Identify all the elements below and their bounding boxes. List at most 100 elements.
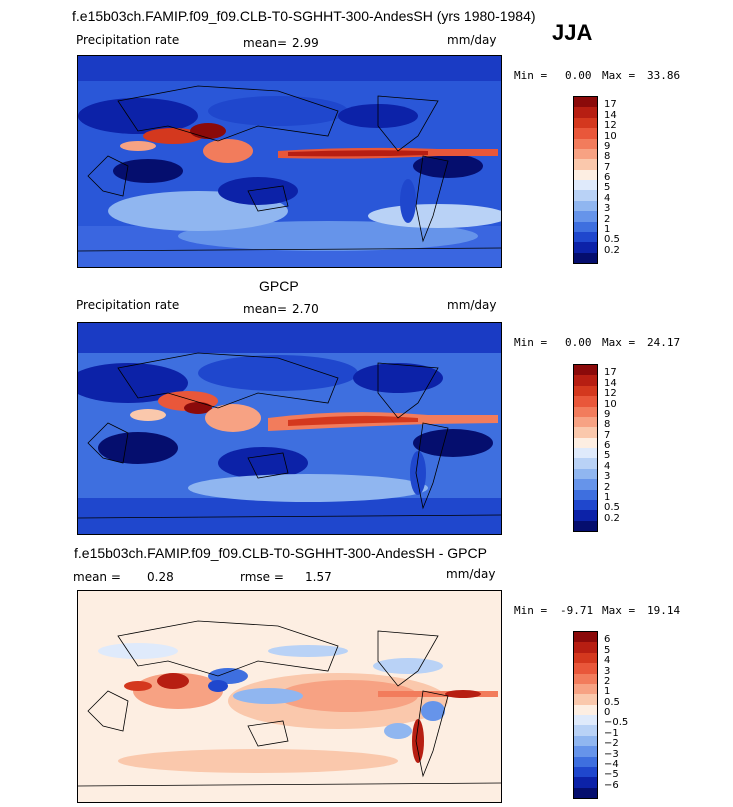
panel1-colorbar-tick-label: 7: [604, 161, 611, 173]
panel3-colorbar-tick-label: 0: [604, 707, 611, 718]
panel2-colorbar-tick-label: 0.2: [604, 512, 620, 524]
panel2-colorbar-segment: [574, 510, 597, 521]
panel2-colorbar-segment: [574, 416, 597, 428]
panel2-colorbar-tick-label: 9: [604, 408, 611, 420]
panel1-colorbar-segment: [574, 200, 597, 212]
panel3-colorbar-segment: [574, 715, 597, 726]
panel1-colorbar-segment: [574, 97, 597, 108]
panel3-min-label: Min =: [514, 604, 548, 617]
panel3-colorbar-tick-label: 1: [604, 686, 611, 698]
panel1-colorbar-tick-label: 12: [604, 120, 617, 132]
panel3-colorbar: [573, 631, 598, 799]
panel3-colorbar-segment: [574, 787, 597, 798]
panel1-max-label: Max =: [602, 69, 636, 82]
panel3-colorbar-segment: [574, 663, 597, 674]
panel2-colorbar-segment: [574, 375, 597, 386]
panel3-colorbar-segment: [574, 725, 597, 736]
panel1-colorbar-segment: [574, 159, 597, 170]
panel3-map-svg: [78, 591, 501, 802]
panel3-colorbar-tick-label: −0.5: [604, 717, 629, 729]
panel1-colorbar-segment: [574, 221, 597, 232]
figure-title: f.e15b03ch.FAMIP.f09_f09.CLB-T0-SGHHT-30…: [72, 8, 536, 24]
panel3-colorbar-segment: [574, 652, 597, 664]
panel2-heading: GPCP: [259, 278, 299, 294]
panel2-colorbar-tick-label: 17: [604, 367, 617, 379]
panel3-colorbar-segment: [574, 746, 597, 757]
panel2-colorbar-segment: [574, 468, 597, 480]
panel3-units: mm/day: [446, 567, 496, 581]
panel2-colorbar-tick-label: 6: [604, 440, 611, 451]
panel3-colorbar-segment: [574, 683, 597, 695]
panel2-colorbar-segment: [574, 479, 597, 490]
panel1-colorbar-segment: [574, 117, 597, 129]
panel3-colorbar-segment: [574, 756, 597, 767]
panel1-colorbar-segment: [574, 180, 597, 191]
panel2-variable-label: Precipitation rate: [76, 298, 180, 312]
panel1-colorbar-tick-label: 10: [604, 130, 617, 142]
panel2-colorbar-tick-label: 4: [604, 460, 611, 472]
panel3-rmse-value: 1.57: [305, 570, 332, 584]
panel3-colorbar-segment: [574, 694, 597, 705]
panel1-precip-map: [77, 55, 502, 268]
panel2-mean-label: mean=: [243, 302, 288, 316]
panel2-units: mm/day: [447, 298, 497, 312]
panel3-mean-value: 0.28: [147, 570, 174, 584]
panel2-colorbar-segment: [574, 427, 597, 438]
panel1-colorbar-tick-label: 5: [604, 182, 611, 194]
panel2-colorbar-tick-label: 3: [604, 471, 611, 483]
panel2-precip-map: [77, 322, 502, 535]
panel2-colorbar-tick-label: 8: [604, 419, 611, 431]
panel1-colorbar-segment: [574, 231, 597, 243]
panel3-colorbar-segment: [574, 632, 597, 643]
panel2-map-svg: [78, 323, 501, 534]
panel3-mean-label: mean =: [73, 570, 121, 584]
panel1-colorbar-segment: [574, 211, 597, 222]
panel2-colorbar-segment: [574, 406, 597, 417]
panel3-colorbar-segment: [574, 735, 597, 747]
panel1-colorbar-tick-label: 4: [604, 192, 611, 204]
season-label: JJA: [552, 20, 593, 45]
panel3-colorbar-segment: [574, 704, 597, 715]
panel2-colorbar-segment: [574, 396, 597, 407]
panel1-colorbar: [573, 96, 598, 264]
panel1-colorbar-tick-label: 0.2: [604, 244, 620, 256]
panel2-max-label: Max =: [602, 336, 636, 349]
panel2-colorbar-segment: [574, 385, 597, 397]
panel1-colorbar-tick-label: 6: [604, 172, 611, 183]
panel2-min-value: 0.00: [565, 336, 592, 349]
panel1-colorbar-segment: [574, 148, 597, 160]
panel3-colorbar-tick-label: −5: [604, 769, 619, 781]
panel3-colorbar-tick-label: 2: [604, 675, 611, 687]
panel3-max-label: Max =: [602, 604, 636, 617]
panel2-min-label: Min =: [514, 336, 548, 349]
panel1-colorbar-segment: [574, 169, 597, 180]
panel3-colorbar-segment: [574, 642, 597, 653]
panel2-max-value: 24.17: [647, 336, 681, 349]
panel1-min-label: Min =: [514, 69, 548, 82]
panel1-colorbar-tick-label: 2: [604, 213, 611, 225]
panel1-colorbar-segment: [574, 138, 597, 149]
panel3-colorbar-tick-label: 4: [604, 655, 611, 667]
panel1-colorbar-segment: [574, 128, 597, 139]
panel3-heading: f.e15b03ch.FAMIP.f09_f09.CLB-T0-SGHHT-30…: [74, 545, 487, 561]
panel2-colorbar-segment: [574, 489, 597, 500]
panel1-colorbar-segment: [574, 252, 597, 263]
panel3-colorbar-tick-label: −4: [604, 758, 619, 770]
panel3-colorbar-segment: [574, 777, 597, 788]
panel1-colorbar-tick-label: 8: [604, 151, 611, 163]
panel1-mean-label: mean=: [243, 36, 288, 50]
panel1-units: mm/day: [447, 33, 497, 47]
panel1-variable-label: Precipitation rate: [76, 33, 180, 47]
panel3-colorbar-tick-label: −2: [604, 738, 619, 750]
panel3-colorbar-tick-label: −6: [604, 779, 619, 791]
panel1-colorbar-tick-label: 17: [604, 99, 617, 111]
panel2-colorbar: [573, 364, 598, 532]
panel2-colorbar-segment: [574, 458, 597, 469]
panel2-colorbar-tick-label: 10: [604, 398, 617, 410]
panel2-colorbar-segment: [574, 437, 597, 448]
panel1-colorbar-segment: [574, 242, 597, 253]
panel1-min-value: 0.00: [565, 69, 592, 82]
panel3-colorbar-tick-label: 5: [604, 644, 611, 656]
panel2-colorbar-tick-label: 0.5: [604, 502, 620, 514]
panel1-max-value: 33.86: [647, 69, 681, 82]
